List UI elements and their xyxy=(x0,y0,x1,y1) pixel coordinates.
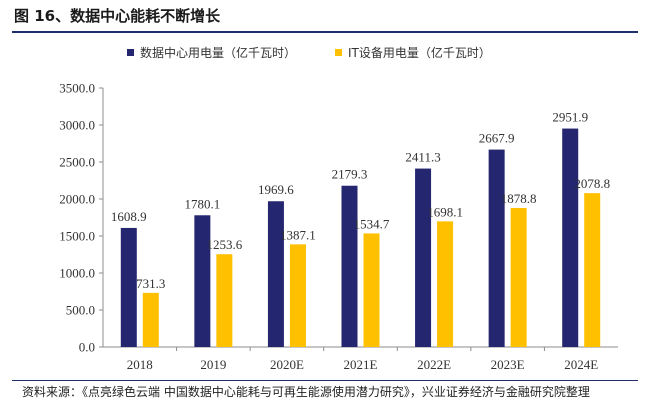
bar-2-2024E xyxy=(584,193,601,347)
figure-title: 图 16、数据中心能耗不断增长 xyxy=(14,7,221,25)
y-tick-label: 2000.0 xyxy=(59,192,95,207)
data-label-1-2024E: 2951.9 xyxy=(552,110,588,125)
bar-2-2021E xyxy=(363,233,380,347)
bar-1-2022E xyxy=(415,168,432,347)
bar-2-2018 xyxy=(142,292,159,347)
data-label-1-2021E: 2179.3 xyxy=(332,167,368,182)
y-tick-label: 1000.0 xyxy=(59,266,95,281)
bar-1-2018 xyxy=(120,227,137,347)
data-label-1-2018: 1608.9 xyxy=(111,209,147,224)
x-tick-label: 2019 xyxy=(200,357,226,372)
data-label-2-2020E: 1387.1 xyxy=(280,227,316,242)
bar-1-2021E xyxy=(341,185,358,347)
data-label-2-2018: 731.3 xyxy=(136,276,165,291)
y-tick-label: 3000.0 xyxy=(59,118,95,133)
x-tick-label: 2022E xyxy=(417,357,451,372)
data-label-1-2020E: 1969.6 xyxy=(258,182,294,197)
bar-2-2022E xyxy=(437,221,454,347)
bar-2-2023E xyxy=(510,207,527,347)
y-tick-label: 500.0 xyxy=(66,303,95,318)
x-tick-label: 2021E xyxy=(344,357,378,372)
source-note: 资料来源：《点亮绿色云端 中国数据中心能耗与可再生能源使用潜力研究》，兴业证券经… xyxy=(22,385,590,399)
title-divider xyxy=(12,31,638,33)
data-label-2-2019: 1253.6 xyxy=(206,237,242,252)
y-tick-label: 0.0 xyxy=(79,340,95,355)
x-tick-label: 2018 xyxy=(127,357,153,372)
data-label-1-2019: 1780.1 xyxy=(184,196,220,211)
y-tick-label: 2500.0 xyxy=(59,155,95,170)
y-tick-label: 3500.0 xyxy=(59,81,95,96)
legend-label-1: 数据中心用电量（亿千瓦时） xyxy=(140,45,296,60)
bar-2-2019 xyxy=(216,254,233,347)
legend-swatch-1 xyxy=(127,49,134,56)
bar-1-2020E xyxy=(267,201,284,347)
x-tick-label: 2024E xyxy=(564,357,598,372)
x-tick-label: 2023E xyxy=(491,357,525,372)
data-label-2-2022E: 1698.1 xyxy=(427,204,463,219)
data-label-1-2022E: 2411.3 xyxy=(405,150,440,165)
source-divider xyxy=(12,380,638,381)
x-tick-label: 2020E xyxy=(270,357,304,372)
data-label-2-2021E: 1534.7 xyxy=(354,216,390,231)
legend-swatch-2 xyxy=(335,49,342,56)
data-label-2-2024E: 2078.8 xyxy=(574,176,610,191)
bar-1-2024E xyxy=(562,128,579,347)
bar-1-2019 xyxy=(194,215,211,347)
y-tick-label: 1500.0 xyxy=(59,229,95,244)
data-label-1-2023E: 2667.9 xyxy=(479,131,515,146)
bar-1-2023E xyxy=(488,149,505,347)
bar-2-2020E xyxy=(289,244,306,347)
legend-label-2: IT设备用电量（亿千瓦时） xyxy=(348,45,491,60)
data-label-2-2023E: 1878.8 xyxy=(501,191,537,206)
